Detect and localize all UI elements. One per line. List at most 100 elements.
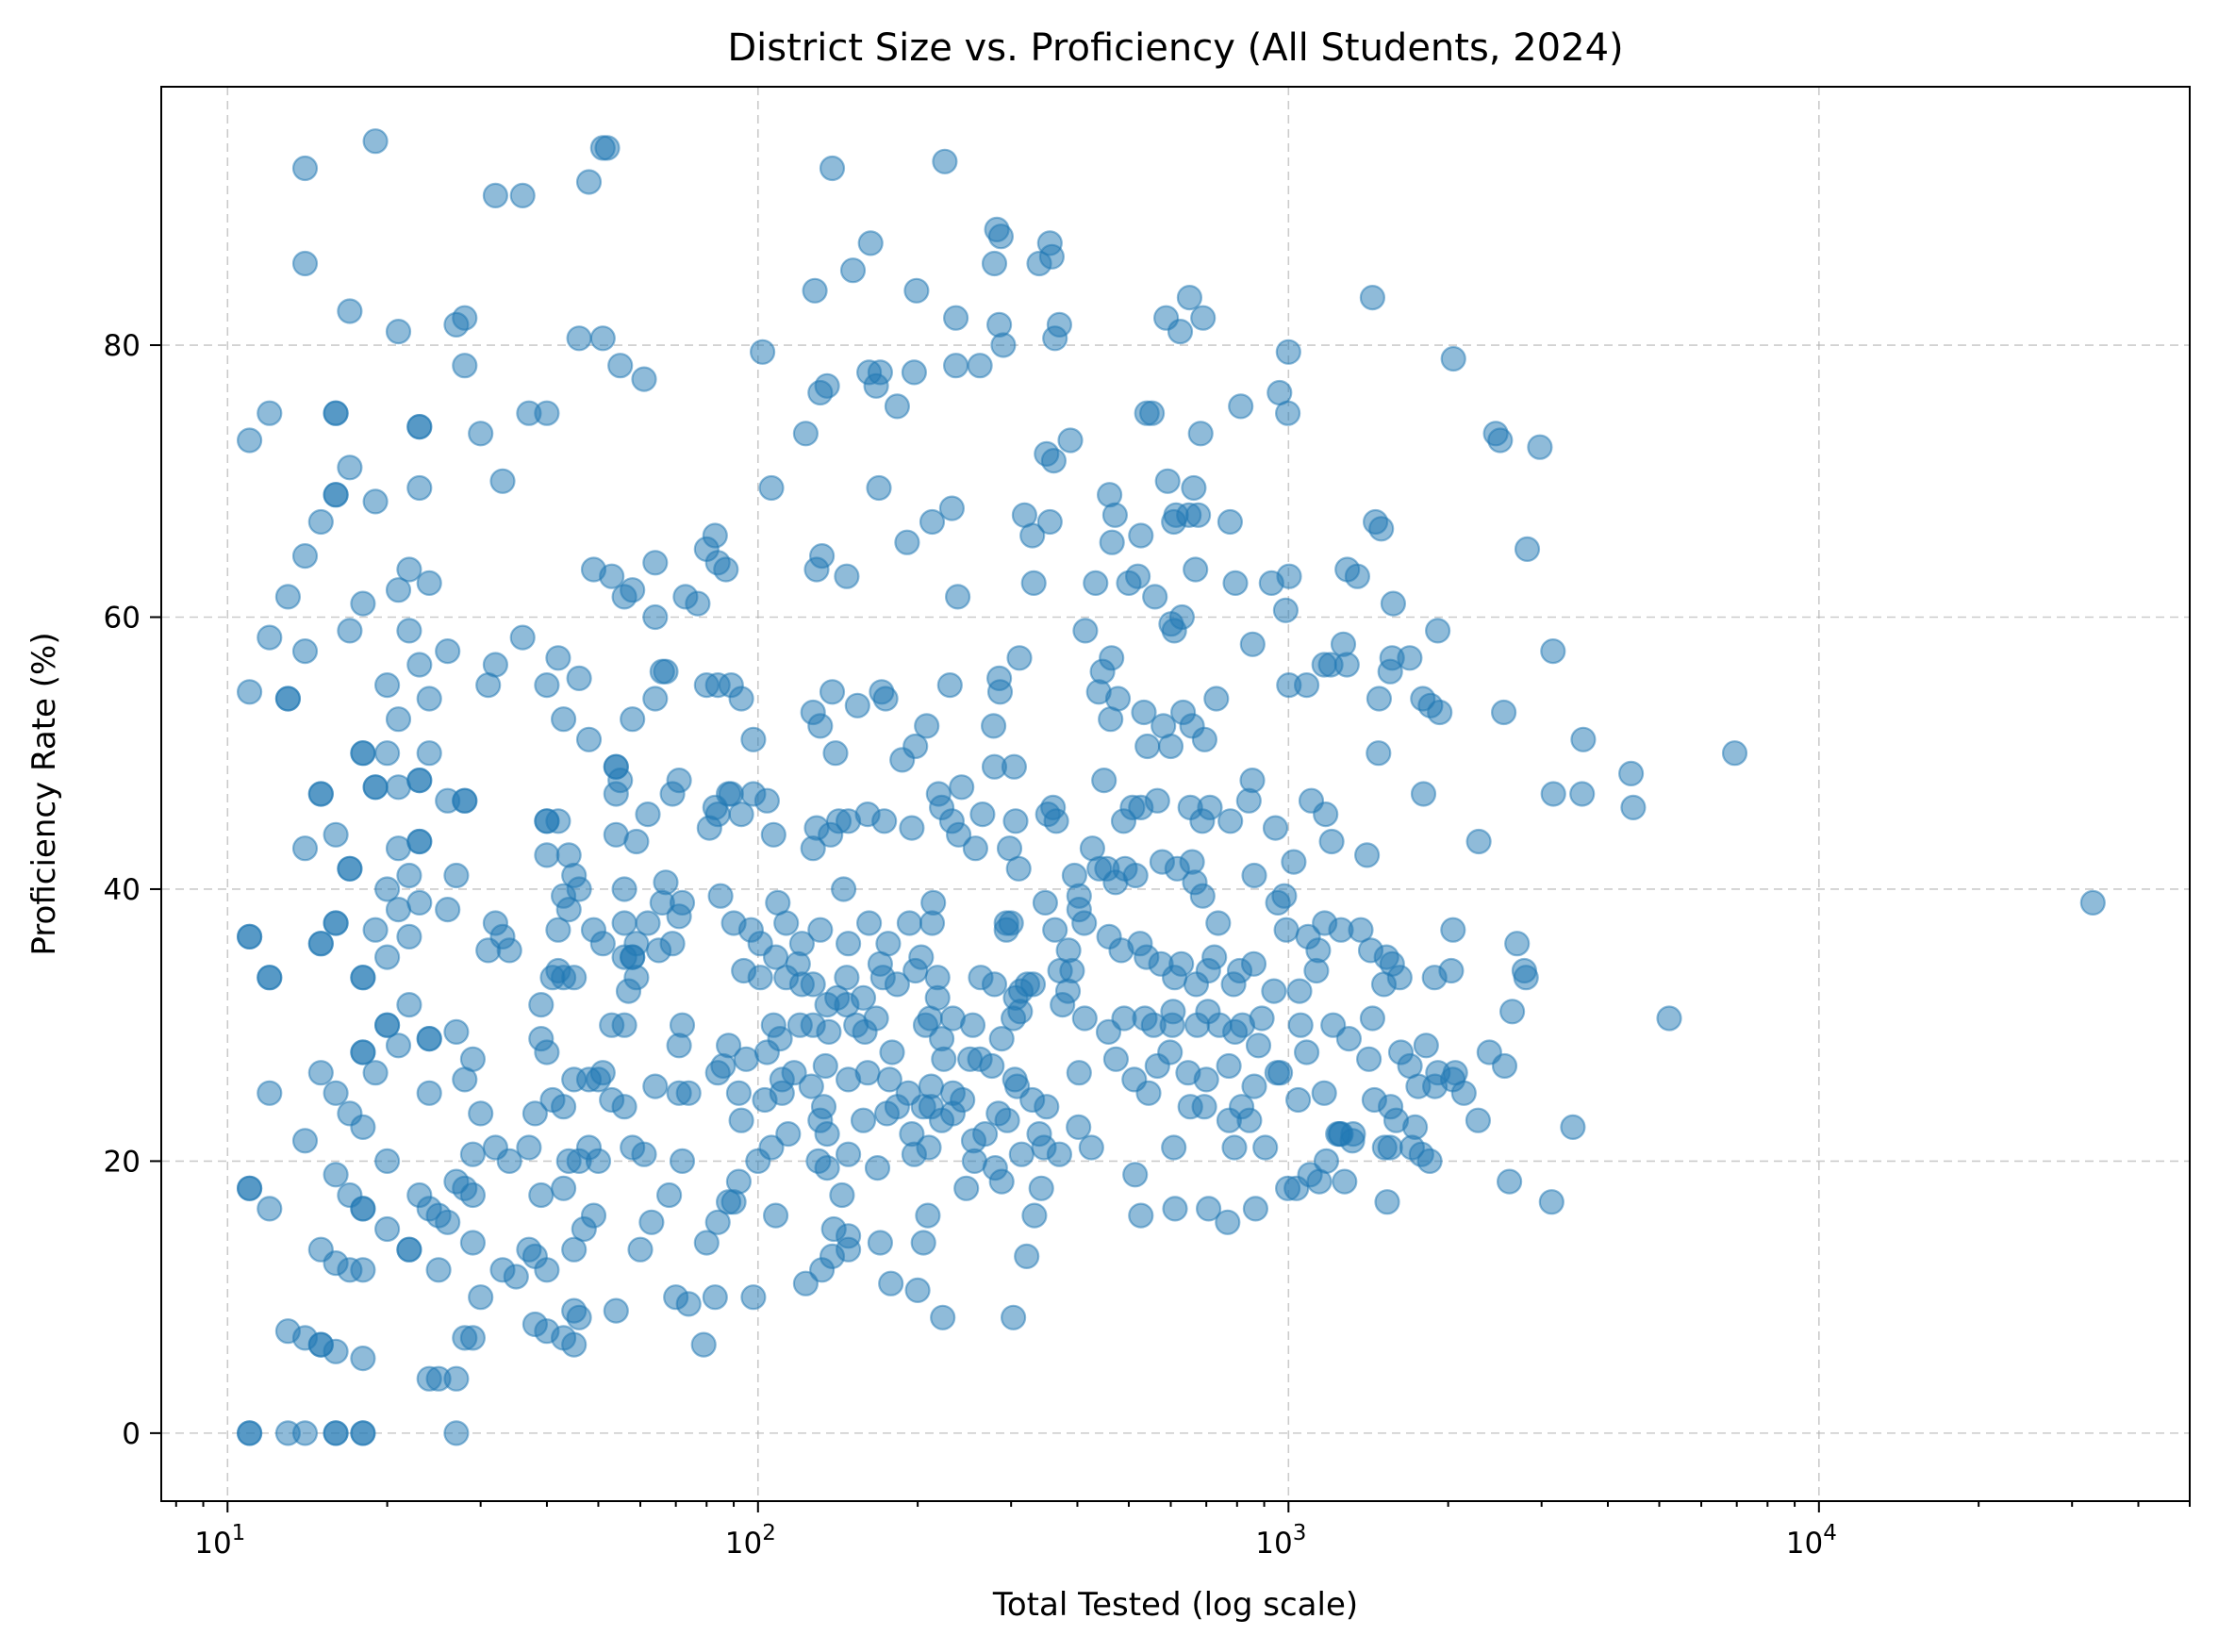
data-point [1377, 1134, 1403, 1161]
data-point [1438, 957, 1465, 984]
data-point [669, 1148, 696, 1175]
data-point [747, 965, 773, 991]
data-point [707, 883, 734, 909]
data-point [835, 1141, 862, 1167]
data-point [967, 353, 993, 379]
data-point [1416, 1148, 1443, 1175]
data-point [1215, 1209, 1241, 1235]
data-point [323, 400, 349, 426]
data-point [1487, 427, 1514, 454]
data-point [350, 740, 376, 767]
data-point [1261, 978, 1287, 1004]
data-point [396, 991, 422, 1018]
data-point [362, 774, 389, 801]
data-point [561, 1236, 588, 1263]
data-point [1538, 1189, 1564, 1215]
data-point [942, 353, 969, 379]
data-point [1465, 828, 1492, 855]
data-point [835, 931, 862, 957]
data-point [1318, 828, 1345, 855]
data-point [902, 957, 929, 984]
data-point [642, 1073, 669, 1099]
data-point [1098, 706, 1124, 733]
data-point [443, 862, 470, 889]
data-point [702, 1284, 728, 1311]
data-point [1228, 393, 1254, 420]
data-point [406, 474, 433, 502]
data-point [496, 1148, 522, 1175]
data-point [443, 311, 470, 338]
data-point [1066, 1060, 1092, 1086]
data-point [981, 250, 1008, 277]
data-point [620, 706, 646, 733]
data-point [1005, 855, 1032, 882]
data-point [1359, 285, 1386, 311]
data-point [857, 230, 884, 256]
data-point [337, 454, 363, 481]
data-point [1427, 699, 1453, 726]
data-point [396, 1236, 422, 1263]
data-point [749, 339, 776, 365]
data-point [291, 835, 319, 862]
data-point [800, 971, 826, 998]
data-point [509, 182, 536, 208]
data-point [769, 1080, 795, 1106]
data-point [1122, 862, 1149, 889]
data-point [1333, 652, 1360, 678]
data-point [575, 726, 603, 752]
data-points [237, 128, 2106, 1446]
data-point [1335, 1025, 1363, 1052]
data-point [1410, 781, 1437, 807]
data-point [1271, 883, 1298, 909]
data-point [1281, 849, 1307, 875]
data-point [385, 706, 412, 733]
data-point [814, 1154, 840, 1181]
data-point [534, 1257, 560, 1283]
data-point [829, 1181, 855, 1209]
data-point [899, 815, 925, 841]
data-point [1379, 950, 1405, 977]
data-point [307, 1060, 334, 1086]
data-point [1168, 950, 1195, 977]
data-point [1380, 590, 1407, 617]
data-point [1217, 508, 1244, 536]
data-point [1216, 1052, 1242, 1080]
data-point [871, 808, 898, 834]
data-point [468, 421, 494, 447]
data-point [1101, 502, 1129, 528]
data-point [509, 624, 536, 651]
y-axis-label: Proficiency Rate (%) [25, 632, 63, 955]
data-point [986, 679, 1014, 705]
data-point [566, 876, 592, 902]
data-point [1569, 781, 1596, 807]
y-tick-label: 0 [122, 1417, 141, 1451]
data-point [435, 896, 461, 923]
data-point [323, 1420, 349, 1446]
data-point [350, 965, 376, 991]
data-point [1184, 502, 1212, 528]
data-point [758, 1134, 785, 1161]
data-point [1014, 1243, 1040, 1270]
data-point [1000, 1304, 1027, 1330]
data-point [863, 372, 889, 399]
data-point [611, 1012, 637, 1038]
data-point [416, 1080, 442, 1106]
data-point [988, 1168, 1015, 1195]
data-point [773, 910, 800, 936]
data-point [839, 257, 867, 284]
data-point [835, 1236, 862, 1263]
data-point [1197, 794, 1223, 821]
data-point [855, 910, 883, 936]
data-point [257, 965, 283, 991]
data-point [1286, 978, 1313, 1004]
data-point [850, 1107, 877, 1133]
data-point [942, 305, 969, 331]
data-point [1293, 671, 1320, 699]
data-point [337, 855, 363, 882]
data-point [566, 1304, 592, 1330]
data-point [1222, 570, 1249, 597]
y-tick-label: 60 [104, 602, 141, 636]
data-point [425, 1257, 452, 1283]
data-point [1498, 999, 1526, 1025]
